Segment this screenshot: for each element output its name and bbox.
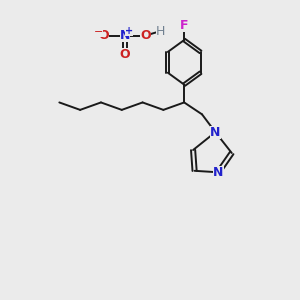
- Text: −: −: [94, 27, 103, 37]
- Text: +: +: [124, 26, 133, 36]
- Text: O: O: [99, 29, 109, 42]
- Text: N: N: [213, 166, 224, 179]
- Text: O: O: [140, 29, 151, 42]
- Text: N: N: [210, 126, 220, 139]
- Text: N: N: [119, 29, 130, 42]
- Text: F: F: [180, 19, 188, 32]
- Text: H: H: [156, 25, 165, 38]
- Text: O: O: [119, 48, 130, 62]
